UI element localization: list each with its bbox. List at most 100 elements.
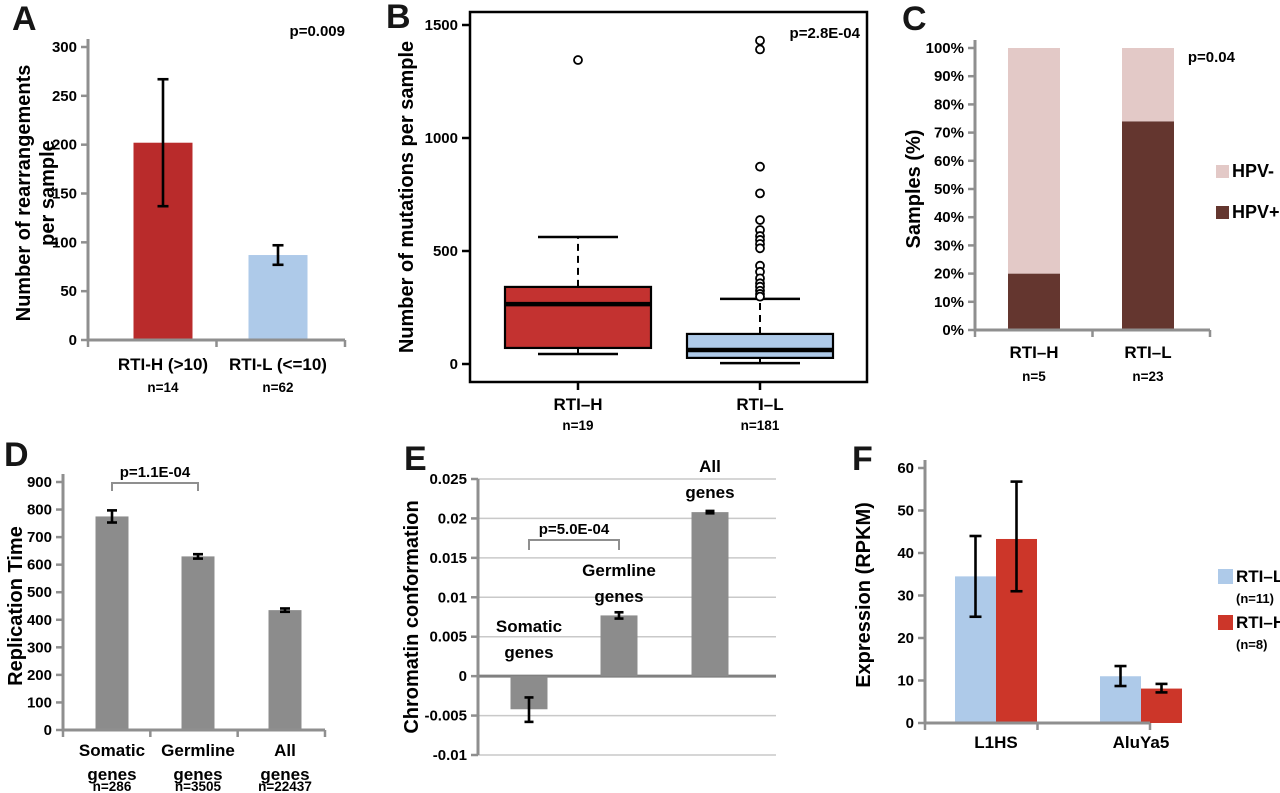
y-tick-label: 30 [897,588,914,605]
y-tick-label: 10 [897,673,914,690]
bar [181,556,215,730]
panel-letter-c: C [902,0,927,38]
y-tick-label: 80% [934,96,964,113]
y-tick-label: 0.015 [429,550,467,567]
bar [95,516,129,730]
bar-label: genes [594,587,643,606]
bar-label: All [699,457,721,476]
category-sublabel: n=14 [147,380,179,395]
box [503,285,653,350]
bar [268,610,302,730]
y-tick-label: 0.01 [438,589,467,606]
y-tick-label: 50 [60,283,77,300]
y-tick-label: 300 [52,39,77,56]
p-value-annotation: p=2.8E-04 [790,25,861,42]
chart-rearrangements: 0 50 100 150 200 250 300 RTI-H (>10) n=14 RTI-L (… [13,23,347,395]
legend-sublabel: (n=11) [1236,591,1274,606]
y-tick-label: 40 [897,545,914,562]
y-tick-label: 100 [27,694,52,711]
y-tick-label: 50 [897,503,914,520]
y-tick-label: 20 [897,630,914,647]
legend-swatch [1216,165,1229,178]
bar-label: Somatic [496,617,562,636]
category-label: RTI-L (<=10) [229,355,327,374]
significance-bracket [528,539,620,550]
legend-label: HPV+ [1232,202,1280,222]
y-tick-label: 0.02 [438,510,467,527]
outlier-point [755,215,765,225]
legend-label: RTI–L [1236,567,1280,586]
y-tick-label: 150 [52,186,77,203]
y-tick-label: 20% [934,266,964,283]
y-axis-label: Number of rearrangements [13,65,35,322]
category-label: RTI–H [553,395,602,414]
category-label: AluYa5 [1113,733,1170,752]
bar [691,512,729,677]
stack-segment [1008,273,1060,330]
category-label: genes [173,765,222,784]
panel-letter-f: F [852,440,873,478]
y-tick-label: 0.005 [429,629,467,646]
outlier-point [755,161,765,172]
category-label: RTI–H [1009,343,1058,362]
outlier-point [755,35,765,46]
legend-swatch [1216,206,1229,219]
y-tick-label: 0 [69,332,77,349]
category-label: RTI-H (>10) [118,355,208,374]
stack-segment [1122,121,1174,330]
category-label: RTI–L [1124,343,1171,362]
y-tick-label: 70% [934,125,964,142]
legend-swatch [1218,615,1233,630]
outlier-point [755,188,765,199]
y-tick-label: 800 [27,502,52,519]
y-tick-label: 0 [44,722,52,739]
y-tick-label: 300 [27,639,52,656]
legend-swatch [1218,569,1233,584]
category-label: L1HS [974,733,1017,752]
y-tick-label: 10% [934,294,964,311]
chart-hpv-samples: 0% 10% 20% 30% 40% 50% 60% 70% 80% 90% 100% RTI–H n=… [903,40,1280,384]
y-axis-label: Number of mutations per sample [396,41,418,353]
bar-label: Germline [582,561,656,580]
y-tick-label: 700 [27,529,52,546]
plot-frame [468,10,869,384]
y-axis-label: Expression (RPKM) [853,502,875,688]
y-tick-label: 0% [942,322,964,339]
chart-chromatin-conformation: -0.01 -0.005 0 0.005 0.01 0.015 0.02 0.025 Somat… [401,457,776,764]
y-tick-label: 600 [27,557,52,574]
legend-label: RTI–H [1236,613,1280,632]
y-tick-label: -0.01 [433,747,467,764]
y-tick-label: 500 [27,584,52,601]
panel-hpv-stacked-bar: C 0% 10% 20% 30% 40% 50% 60% 70% 80% 90% 100% RTI–H… [890,0,1280,430]
chart-replication-time: 0 100 200 300 400 500 600 700 800 900 Somatic genes… [5,464,327,793]
y-tick-label: 200 [52,137,77,154]
y-tick-label: 1000 [425,130,458,147]
y-tick-label: 40% [934,209,964,226]
y-axis-label: Replication Time [5,526,27,686]
y-tick-label: 30% [934,237,964,254]
y-tick-label: 100% [926,40,964,57]
y-axis-label: Samples (%) [903,130,925,249]
panel-replication-time-bar: D 0 100 200 300 400 500 600 700 800 900 Somatic gen… [0,430,360,793]
panel-rearrangements-bar: A 0 50 100 150 200 250 300 RTI-H (>10) n=14 RTI-L… [0,0,380,430]
y-axis-label: per sample [37,140,59,246]
category-label: genes [87,765,136,784]
p-value-annotation: p=0.009 [290,23,345,40]
y-tick-label: 0.025 [429,471,467,488]
category-sublabel: n=23 [1132,369,1164,384]
panel-expression-grouped-bar: F 0 10 20 30 40 50 60 L1HS AluYa5 Expression (RPK… [830,430,1280,793]
category-label: Somatic [79,741,145,760]
y-tick-label: 60 [897,460,914,477]
panel-letter-d: D [4,436,29,474]
significance-bracket [111,482,199,491]
bracket-p-value: p=1.1E-04 [120,464,191,481]
y-tick-label: 50% [934,181,964,198]
outlier-point [755,44,765,55]
y-tick-label: 0 [906,715,914,732]
outlier-point [755,243,765,254]
legend-sublabel: (n=8) [1236,637,1267,652]
stack-segment [1008,48,1060,274]
y-tick-label: 500 [433,243,458,260]
category-label: genes [260,765,309,784]
